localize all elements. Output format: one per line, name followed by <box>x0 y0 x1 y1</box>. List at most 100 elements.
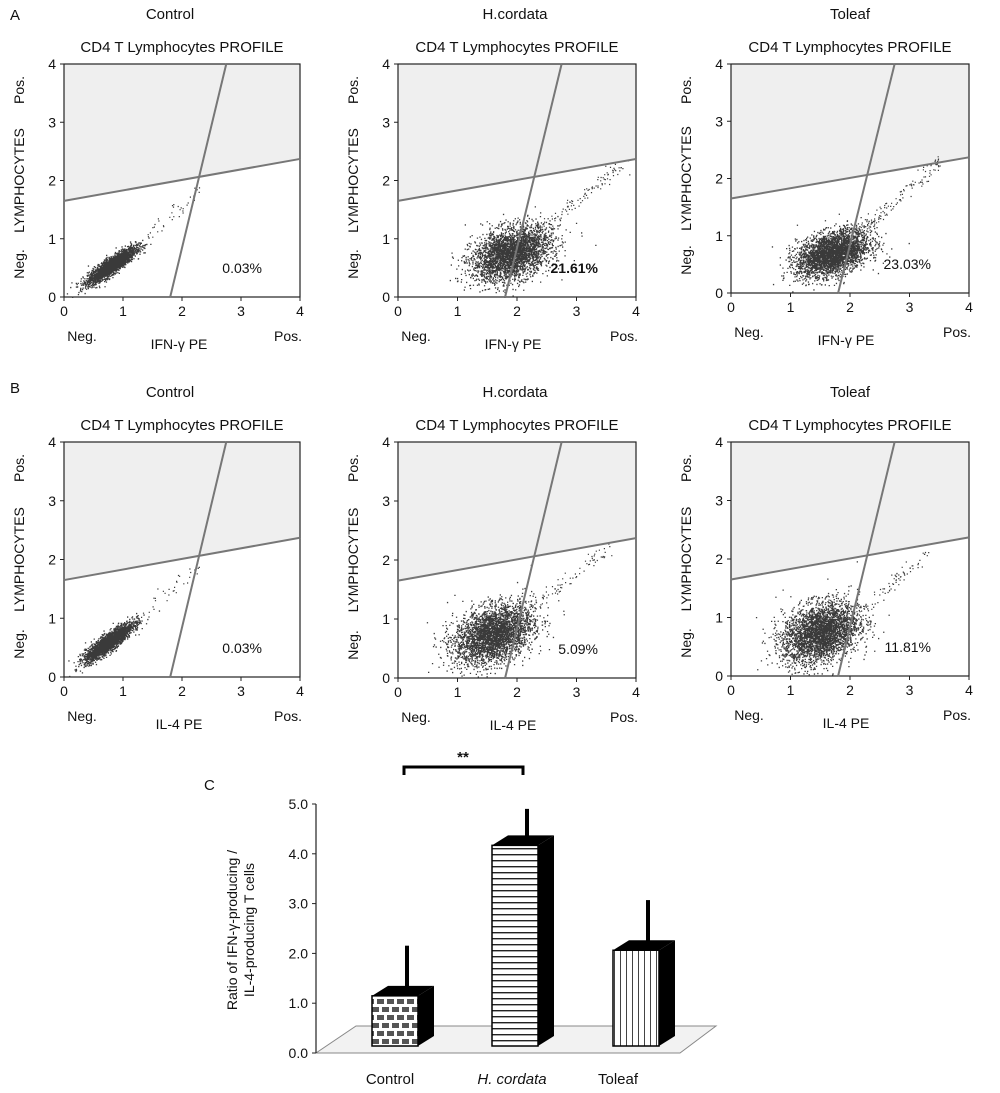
x-tick-label: 3 <box>237 683 245 699</box>
y-tick-label: 1 <box>382 611 390 627</box>
flow-plot-a-control: Control CD4 T Lymphocytes PROFILE 0 1 2 3 4 0 1 2… <box>11 6 304 352</box>
x-tick-label: 2 <box>513 684 521 700</box>
gate-line-horizontal <box>63 536 301 582</box>
x-tick-label: 0 <box>60 303 68 319</box>
bar <box>612 949 660 1047</box>
y-tick-label: 1 <box>382 231 390 247</box>
x-axis-label: IFN-γ PE <box>818 332 875 348</box>
x-tick-label: 0 <box>60 683 68 699</box>
y-pos-label: Pos. <box>678 76 694 104</box>
y-tick-label: 3 <box>715 493 723 509</box>
quadrant-percent: 11.81% <box>885 639 931 655</box>
significance-bracket <box>402 765 525 775</box>
x-tick-label: 4 <box>632 684 640 700</box>
x-tick-label: 2 <box>178 303 186 319</box>
x-tick-label: 2 <box>513 303 521 319</box>
bar-top <box>492 835 554 846</box>
group-label: Toleaf <box>830 6 871 23</box>
x-tick-label: 4 <box>965 299 973 315</box>
chart-title: CD4 T Lymphocytes PROFILE <box>415 39 618 56</box>
y-tick-label: 1 <box>48 610 56 626</box>
x-neg-label: Neg. <box>734 324 764 340</box>
y-tick-label: 1 <box>715 228 723 244</box>
bar <box>491 844 539 1047</box>
y-tick-label: 3 <box>715 113 723 129</box>
x-neg-label: Neg. <box>67 708 97 724</box>
x-tick-label: 3 <box>237 303 245 319</box>
y-tick-label: 2 <box>48 552 56 568</box>
gated-region <box>731 64 969 199</box>
x-neg-label: Neg. <box>401 328 431 344</box>
bar-top <box>613 940 675 951</box>
y-pos-label: Pos. <box>345 76 361 104</box>
x-pos-label: Pos. <box>274 328 302 344</box>
x-pos-label: Pos. <box>274 708 302 724</box>
y-neg-label: Neg. <box>678 628 694 658</box>
gate-line-horizontal <box>63 157 301 202</box>
y-axis-label: LYMPHOCYTES <box>678 126 694 231</box>
x-tick-label: 3 <box>573 684 581 700</box>
y-neg-label: Neg. <box>345 249 361 279</box>
significance-label: ** <box>457 749 469 766</box>
x-tick-label: 0 <box>394 684 402 700</box>
x-pos-label: Pos. <box>610 709 638 725</box>
gate-line-vertical <box>504 63 563 298</box>
x-tick-label: 1 <box>454 684 462 700</box>
panel-letter-a: A <box>10 7 20 24</box>
y-axis-label: LYMPHOCYTES <box>11 507 27 612</box>
y-tick-label: 0 <box>382 670 390 686</box>
quadrant-percent: 0.03% <box>222 640 262 656</box>
y-tick-label: 0 <box>715 668 723 684</box>
x-tick-label: 4 <box>632 303 640 319</box>
gate-line-horizontal <box>730 156 970 200</box>
y-axis-label-line1: Ratio of IFN-γ-producing / <box>224 850 240 1010</box>
x-pos-label: Pos. <box>610 328 638 344</box>
y-tick-label: 1 <box>715 610 723 626</box>
scatter-points <box>755 551 930 676</box>
x-tick-label: 4 <box>965 682 973 698</box>
chart-title: CD4 T Lymphocytes PROFILE <box>748 417 951 434</box>
category-label: Control <box>366 1071 414 1088</box>
x-tick-label: 1 <box>787 299 795 315</box>
x-tick-label: 1 <box>787 682 795 698</box>
y-neg-label: Neg. <box>678 245 694 275</box>
chart-title: CD4 T Lymphocytes PROFILE <box>748 39 951 56</box>
x-tick-label: 1 <box>119 683 127 699</box>
gate-line-horizontal <box>397 537 637 582</box>
y-axis-label-line2: IL-4-producing T cells <box>241 863 257 997</box>
y-tick-label: 3 <box>382 493 390 509</box>
flow-plot-b-toleaf: Toleaf CD4 T Lymphocytes PROFILE 0 1 2 3 4 0 1 2 3… <box>678 384 973 731</box>
gate-line-vertical <box>169 441 228 678</box>
x-tick-label: 3 <box>573 303 581 319</box>
chart-title: CD4 T Lymphocytes PROFILE <box>415 417 618 434</box>
y-tick-label: 4 <box>382 56 390 72</box>
bar-side <box>538 835 554 1046</box>
x-tick-label: 4 <box>296 683 304 699</box>
y-tick-label: 4 <box>48 56 56 72</box>
gate-line-horizontal <box>730 536 970 581</box>
gate-line-horizontal <box>397 157 637 202</box>
gated-region <box>64 64 300 201</box>
flow-plot-b-control: Control CD4 T Lymphocytes PROFILE 0 1 2 3 4 0 1 2… <box>11 384 304 732</box>
panel-letter-c: C <box>204 777 215 794</box>
x-axis-label: IL-4 PE <box>490 717 537 733</box>
chart-title: CD4 T Lymphocytes PROFILE <box>80 417 283 434</box>
x-tick-label: 4 <box>296 303 304 319</box>
quadrant-percent: 5.09% <box>558 641 598 657</box>
y-tick-label: 0 <box>715 285 723 301</box>
y-axis-label: LYMPHOCYTES <box>345 128 361 233</box>
y-tick-label: 5.0 <box>289 796 309 812</box>
y-tick-label: 4 <box>715 434 723 450</box>
scatter-points <box>66 187 201 298</box>
group-label: Control <box>146 384 194 401</box>
y-tick-label: 0 <box>48 289 56 305</box>
gated-region <box>64 442 300 581</box>
group-label: H.cordata <box>482 6 548 23</box>
bar-top <box>372 985 434 996</box>
group-label: H.cordata <box>482 384 548 401</box>
x-tick-label: 2 <box>846 682 854 698</box>
x-neg-label: Neg. <box>734 707 764 723</box>
gate-line-vertical <box>837 441 896 677</box>
